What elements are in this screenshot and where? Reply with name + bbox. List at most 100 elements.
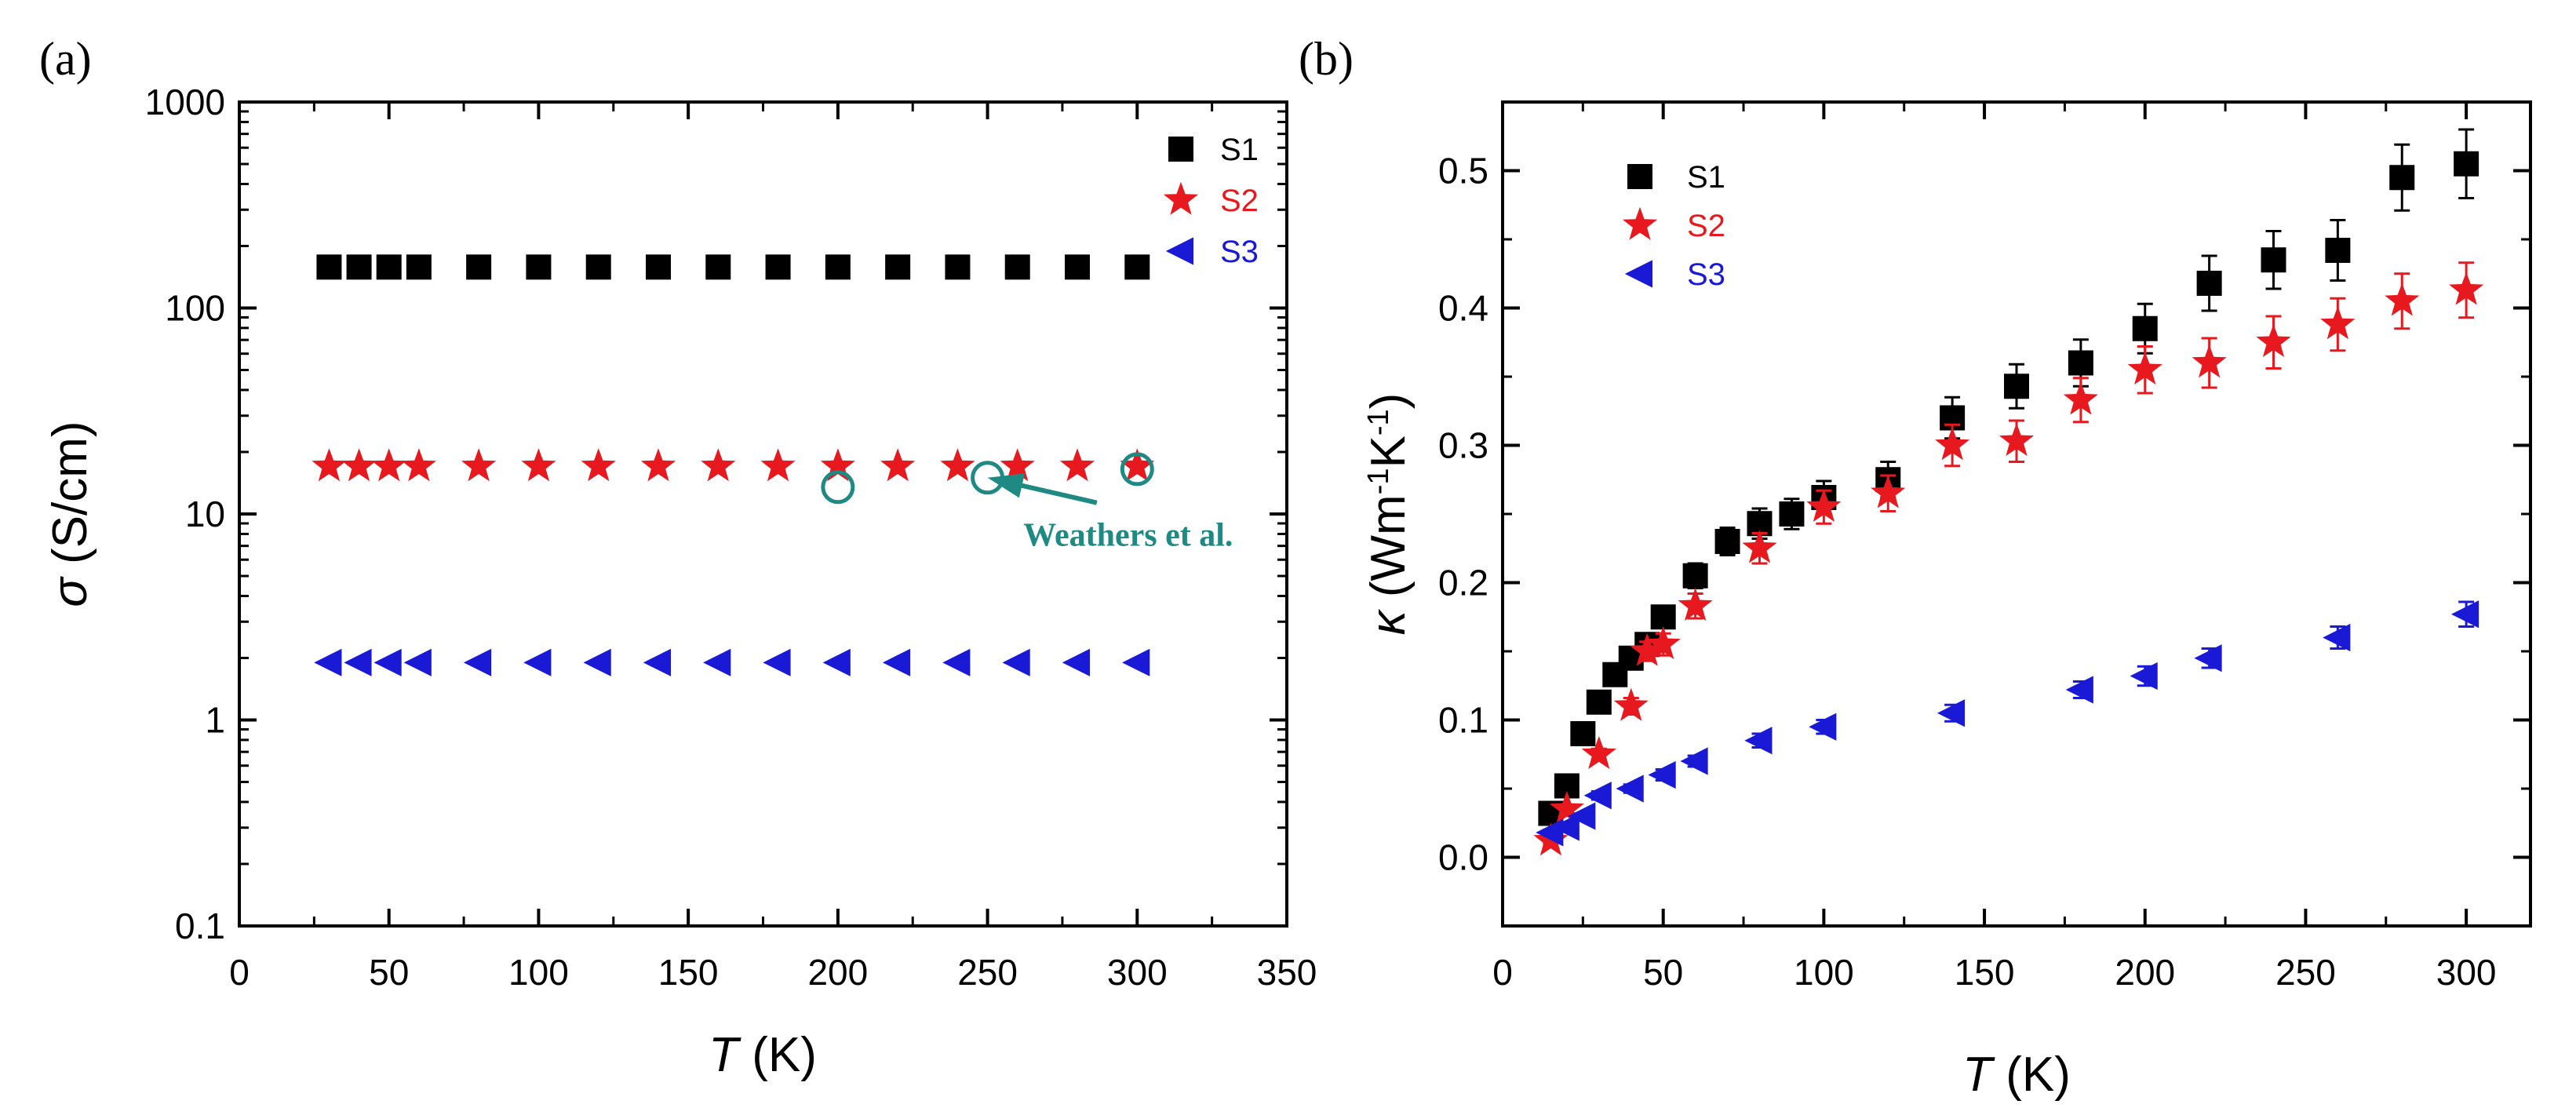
panel-a-ticks: 0 50 100 150 200 250 300 350 0.1 1 10 100 1000	[145, 82, 1317, 993]
panel-b-legend: S1 S2 S3	[1622, 160, 1725, 292]
legend-marker-s3	[1624, 260, 1652, 288]
annotation-arrow-head	[987, 473, 1026, 498]
data-point-s2	[1059, 448, 1095, 482]
data-point-s1	[705, 254, 731, 280]
data-point-s2	[1549, 791, 1584, 824]
x-symbol: T	[1962, 1048, 1995, 1102]
data-point-s3	[1616, 775, 1644, 803]
data-point-s3	[2130, 662, 2158, 691]
x-tick-label: 100	[508, 952, 569, 993]
panel-b-ticks: 0 50 100 150 200 250 300 0.0 0.1 0.2 0.3 0.4 0.5	[1438, 102, 2530, 993]
legend-marker-s1	[1627, 164, 1652, 189]
data-point-s2	[1871, 475, 1906, 508]
panel-b-markers	[1533, 128, 2484, 856]
data-point-s3	[344, 648, 372, 676]
data-point-s2	[760, 448, 796, 482]
x-symbol: T	[709, 1028, 741, 1082]
data-point-s3	[1744, 727, 1773, 755]
x-tick-label: 150	[658, 952, 719, 993]
data-point-s2	[940, 448, 975, 482]
legend-label-s2: S2	[1220, 184, 1259, 218]
data-point-s1	[346, 254, 372, 280]
data-point-s1	[765, 254, 791, 280]
data-point-s2	[640, 448, 676, 482]
panel-a-frame	[238, 100, 1288, 928]
data-point-s2	[2127, 352, 2162, 385]
data-point-s3	[314, 648, 342, 676]
data-point-s2	[2063, 381, 2098, 415]
data-point-s3	[643, 648, 671, 676]
data-point-s3	[2323, 623, 2351, 652]
data-point-s2	[581, 448, 616, 482]
data-point-s1	[2261, 247, 2286, 273]
data-point-s3	[463, 648, 492, 676]
data-point-s1	[885, 254, 911, 280]
data-point-s3	[822, 648, 851, 676]
y-tick-label: 10	[185, 494, 225, 534]
x-tick-label: 150	[1955, 952, 2015, 993]
data-point-s1	[466, 254, 492, 280]
data-point-s3	[373, 648, 402, 676]
data-point-s1	[1650, 604, 1676, 630]
panel-a-letter: (a)	[39, 33, 92, 85]
data-point-s1	[2389, 165, 2415, 191]
data-point-s2	[1000, 448, 1035, 482]
data-point-s2	[2192, 344, 2227, 378]
data-point-s3	[1002, 648, 1030, 676]
data-point-s1	[406, 254, 432, 280]
y-symbol: σ	[43, 576, 97, 607]
y-mid: K	[1361, 436, 1416, 468]
y-tick-label: 0.1	[175, 906, 225, 946]
legend-marker-s2	[1622, 206, 1658, 240]
x-tick-label: 200	[807, 952, 868, 993]
data-point-s2	[1120, 448, 1155, 482]
data-point-s1	[2068, 350, 2093, 376]
panel-a-y-axis-title: σ (S/cm)	[43, 421, 97, 607]
y-unit: (S/cm)	[43, 421, 97, 578]
data-point-s1	[1682, 563, 1708, 589]
y-unit: (Wm	[1361, 494, 1416, 610]
x-tick-label: 50	[1643, 952, 1683, 993]
data-point-s1	[1714, 529, 1740, 554]
x-tick-label: 250	[2275, 952, 2336, 993]
data-point-s1	[1065, 254, 1090, 280]
data-point-s3	[703, 648, 731, 676]
y-symbol: κ	[1361, 608, 1416, 635]
x-tick-label: 250	[957, 952, 1018, 993]
y-tick-label: 1000	[145, 82, 225, 122]
data-point-s3	[1062, 648, 1090, 676]
data-point-s2	[371, 448, 406, 482]
data-point-s1	[526, 254, 552, 280]
panel-a-legend: S1 S2 S3	[1163, 133, 1259, 269]
x-tick-label: 350	[1257, 952, 1317, 993]
y-tick-label: 100	[165, 288, 225, 329]
data-point-s1	[1004, 254, 1030, 280]
panel-a-markers	[312, 254, 1155, 676]
data-point-s3	[2065, 676, 2093, 704]
x-tick-label: 50	[369, 952, 409, 993]
y-tick-label: 0.5	[1438, 151, 1488, 191]
data-point-s3	[1937, 699, 1966, 727]
legend-marker-s2	[1163, 181, 1199, 215]
y-tick-label: 0.4	[1438, 288, 1488, 329]
panel-b-x-axis-title: T (K)	[1962, 1048, 2071, 1102]
data-point-s1	[2325, 238, 2351, 263]
x-tick-label: 300	[1107, 952, 1168, 993]
data-point-s1	[825, 254, 851, 280]
data-point-s2	[1998, 423, 2035, 456]
legend-label-s3: S3	[1220, 235, 1259, 269]
panel-b-frame	[1501, 100, 2532, 928]
data-point-s2	[521, 448, 556, 482]
data-point-s3	[1122, 648, 1150, 676]
y-close: )	[1361, 393, 1416, 410]
data-point-s1	[1570, 721, 1596, 746]
panel-a-annotation: Weathers et al.	[987, 473, 1233, 554]
legend-label-s3: S3	[1687, 257, 1725, 292]
data-point-s1	[1779, 501, 1805, 527]
data-point-s3	[523, 648, 552, 676]
data-point-s2	[1613, 687, 1649, 721]
x-tick-label: 0	[229, 952, 250, 993]
y-tick-label: 0.3	[1438, 425, 1488, 466]
y-exp-1: -1	[1362, 468, 1395, 494]
